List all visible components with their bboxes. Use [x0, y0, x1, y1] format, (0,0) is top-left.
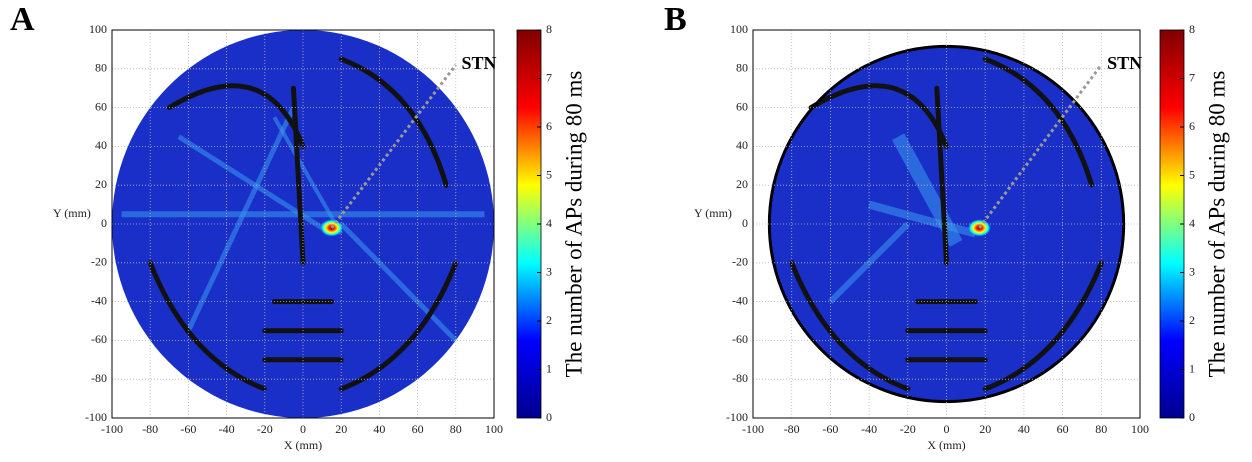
x-tick-label: 40 [373, 422, 385, 436]
x-tick-label: -100 [101, 422, 123, 436]
annotation: STN [462, 53, 497, 73]
x-tick-label: -80 [784, 422, 800, 436]
x-tick-label: 100 [485, 422, 503, 436]
y-tick-label: 0 [101, 216, 107, 230]
y-tick-label: -100 [85, 410, 107, 424]
y-tick-label: -80 [732, 371, 748, 385]
colorbar-label: The number of APs during 80 ms [1204, 71, 1229, 378]
colorbar-tick-label: 5 [1189, 167, 1195, 181]
colorbar-tick-label: 3 [1189, 264, 1195, 278]
x-tick-label: 0 [944, 422, 950, 436]
streak [186, 106, 296, 332]
y-tick-label: -80 [91, 371, 107, 385]
y-tick-label: -60 [91, 332, 107, 346]
y-tick-label: -100 [726, 410, 748, 424]
colorbar-tick-label: 6 [546, 119, 552, 133]
colorbar-tick-label: 6 [1189, 119, 1195, 133]
colorbar-tick-label: 1 [546, 361, 552, 375]
y-tick-label: 80 [95, 61, 107, 75]
x-tick-label: 0 [300, 422, 306, 436]
x-tick-label: 20 [979, 422, 991, 436]
y-tick-label: 80 [736, 61, 748, 75]
x-tick-label: 60 [412, 422, 424, 436]
x-tick-label: -20 [900, 422, 916, 436]
x-tick-label: -40 [219, 422, 235, 436]
x-tick-label: 100 [1131, 422, 1149, 436]
streak [828, 221, 910, 304]
y-tick-label: -60 [732, 332, 748, 346]
x-tick-label: -40 [861, 422, 877, 436]
colorbar-tick-label: 1 [1189, 361, 1195, 375]
colorbar-tick-label: 4 [546, 216, 552, 230]
x-axis-label: X (mm) [284, 438, 322, 452]
y-axis-label: Y (mm) [53, 206, 91, 220]
colorbar-tick-label: 0 [1189, 410, 1195, 424]
x-tick-label: -80 [142, 422, 158, 436]
y-tick-label: 40 [95, 138, 107, 152]
x-axis-label: X (mm) [927, 438, 965, 452]
x-tick-label: 80 [1095, 422, 1107, 436]
colorbar-tick-label: 8 [546, 22, 552, 36]
y-tick-label: 20 [736, 177, 748, 191]
y-tick-label: 100 [89, 22, 107, 36]
y-tick-label: -20 [732, 255, 748, 269]
y-tick-label: -40 [91, 293, 107, 307]
y-axis-label: Y (mm) [694, 206, 732, 220]
x-tick-label: -60 [180, 422, 196, 436]
axes-box [752, 29, 1141, 419]
panel-label: B [664, 1, 687, 38]
colorbar-tick-label: 2 [546, 313, 552, 327]
colorbar-tick-label: 3 [546, 264, 552, 278]
x-tick-label: 20 [335, 422, 347, 436]
colorbar-tick-label: 5 [546, 167, 552, 181]
y-tick-label: -20 [91, 255, 107, 269]
x-tick-label: -100 [742, 422, 764, 436]
streak [272, 116, 343, 235]
colorbar-tick-label: 7 [546, 70, 552, 84]
colorbar-tick-label: 0 [546, 410, 552, 424]
colorbar-tick-label: 4 [1189, 216, 1195, 230]
y-tick-label: 0 [742, 216, 748, 230]
y-tick-label: 100 [730, 22, 748, 36]
x-tick-label: -20 [257, 422, 273, 436]
streak [339, 222, 458, 343]
colorbar-tick-label: 7 [1189, 70, 1195, 84]
x-tick-label: 80 [450, 422, 462, 436]
x-tick-label: 40 [1018, 422, 1030, 436]
stn-pointer [330, 64, 457, 229]
axes-box [111, 29, 495, 419]
annotation: STN [1107, 53, 1142, 73]
y-tick-label: 60 [736, 99, 748, 113]
x-tick-label: 60 [1057, 422, 1069, 436]
stn-pointer [978, 64, 1103, 229]
colorbar-tick-label: 8 [1189, 22, 1195, 36]
outline-circle [767, 44, 1126, 404]
y-tick-label: 20 [95, 177, 107, 191]
x-tick-label: -60 [822, 422, 838, 436]
y-tick-label: 40 [736, 138, 748, 152]
colorbar-label: The number of APs during 80 ms [561, 71, 586, 378]
y-tick-label: -40 [732, 293, 748, 307]
y-tick-label: 60 [95, 99, 107, 113]
streak [868, 200, 977, 238]
panel-label: A [10, 1, 35, 38]
colorbar-tick-label: 2 [1189, 313, 1195, 327]
